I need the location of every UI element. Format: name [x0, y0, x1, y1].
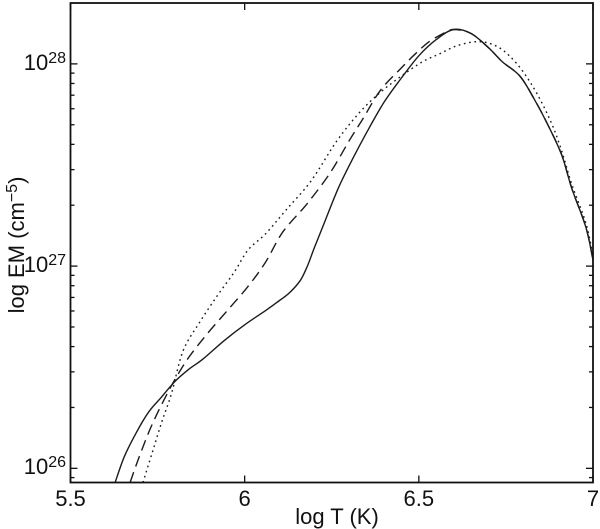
y-tick-exponent: 28 — [48, 49, 66, 67]
y-tick-label-1e28: 1028 — [0, 49, 66, 75]
x-axis-title-text: log T (K) — [295, 504, 379, 529]
x-axis-title: log T (K) — [237, 506, 437, 528]
y-tick-base: 10 — [23, 252, 49, 278]
y-axis-title-exponent: −5 — [3, 183, 21, 203]
dotted-em-locus-curve — [142, 40, 593, 483]
dashed-em-locus-curve — [129, 28, 593, 483]
y-tick-base: 10 — [23, 454, 49, 480]
y-axis-title-post: ) — [4, 176, 29, 184]
y-axis-title-pre: log EM (cm — [4, 202, 29, 314]
y-tick-label-1e26: 1026 — [0, 454, 66, 480]
axis-ticks — [69, 3, 594, 483]
y-tick-base: 10 — [23, 49, 49, 75]
y-axis-title: log EM (cm−5) — [3, 145, 32, 345]
plot-frame — [69, 2, 594, 484]
y-tick-exponent: 26 — [48, 454, 66, 471]
x-tick-label-6: 6 — [238, 486, 251, 511]
solid-em-locus-curve — [114, 28, 593, 483]
y-tick-exponent: 27 — [48, 251, 66, 269]
x-tick-label-7: 7 — [586, 486, 600, 511]
x-tick-label-6.5: 6.5 — [403, 486, 435, 511]
y-tick-label-1e27: 1027 — [0, 251, 66, 278]
x-tick-label-5.5: 5.5 — [55, 486, 86, 511]
